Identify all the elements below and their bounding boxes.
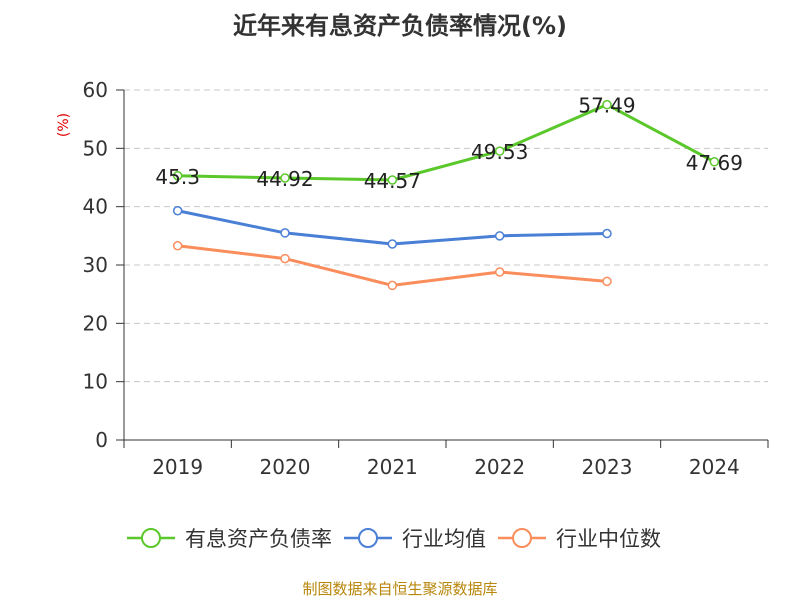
legend-marker — [141, 528, 161, 548]
legend-label: 有息资产负债率 — [185, 527, 332, 551]
y-tick-label: 20 — [83, 311, 108, 335]
axes: 0 10 20 30 40 50 60 (%) 2019 2020 2021 2022 2023 2024 — [56, 78, 769, 479]
legend-item-1[interactable]: 行业均值 — [344, 527, 486, 551]
grid-lines — [124, 89, 768, 383]
data-point[interactable] — [172, 171, 183, 181]
legend[interactable]: 有息资产负债率 行业均值 行业中位数 — [127, 527, 661, 551]
data-point[interactable] — [494, 146, 505, 156]
data-source-note: 制图数据来自恒生聚源数据库 — [302, 580, 498, 598]
data-point[interactable] — [602, 228, 612, 239]
data-point[interactable] — [387, 239, 398, 249]
y-tick-label: 30 — [83, 253, 108, 277]
data-label: 57.49 — [578, 94, 635, 118]
data-point[interactable] — [387, 280, 398, 291]
legend-item-0[interactable]: 有息资产负债率 — [127, 527, 332, 551]
y-tick-label: 0 — [95, 428, 108, 452]
data-label: 47.69 — [686, 151, 743, 175]
legend-item-2[interactable]: 行业中位数 — [498, 527, 661, 551]
data-label: 45.3 — [155, 165, 200, 189]
data-point[interactable] — [280, 173, 290, 183]
series-lines — [172, 99, 720, 291]
x-tick-label-2024: 2024 — [689, 455, 740, 479]
y-axis-unit-label: (%) — [56, 113, 72, 137]
data-point[interactable] — [602, 99, 612, 110]
data-point[interactable] — [172, 206, 183, 216]
x-tick-label-2021: 2021 — [367, 455, 418, 479]
series-line-2 — [177, 244, 608, 287]
data-point[interactable] — [280, 253, 290, 264]
data-point[interactable] — [602, 276, 612, 287]
legend-marker — [358, 528, 378, 548]
x-tick-label-2019: 2019 — [152, 455, 203, 479]
y-tick-label: 50 — [83, 136, 108, 160]
data-point[interactable] — [172, 241, 183, 251]
series-line-0 — [177, 103, 716, 182]
data-point[interactable] — [709, 157, 720, 167]
legend-label: 行业中位数 — [556, 527, 661, 551]
data-point[interactable] — [494, 267, 505, 277]
legend-marker — [512, 528, 532, 548]
data-point[interactable] — [387, 175, 398, 185]
legend-label: 行业均值 — [402, 527, 486, 551]
y-tick-label: 40 — [83, 195, 108, 219]
data-label: 44.92 — [256, 167, 313, 191]
y-tick-label: 60 — [83, 78, 108, 102]
data-point[interactable] — [280, 228, 290, 238]
data-point[interactable] — [494, 231, 505, 241]
data-label: 44.57 — [364, 169, 421, 193]
data-label: 49.53 — [471, 140, 528, 164]
data-labels: 45.3 44.92 44.57 49.53 57.49 47.69 — [155, 94, 743, 193]
chart-title: 近年来有息资产负债率情况(%) — [233, 12, 567, 40]
y-tick-label: 10 — [83, 370, 108, 394]
x-tick-label-2023: 2023 — [582, 455, 633, 479]
x-tick-label-2022: 2022 — [474, 455, 525, 479]
series-line-1 — [177, 209, 608, 246]
x-tick-label-2020: 2020 — [260, 455, 311, 479]
